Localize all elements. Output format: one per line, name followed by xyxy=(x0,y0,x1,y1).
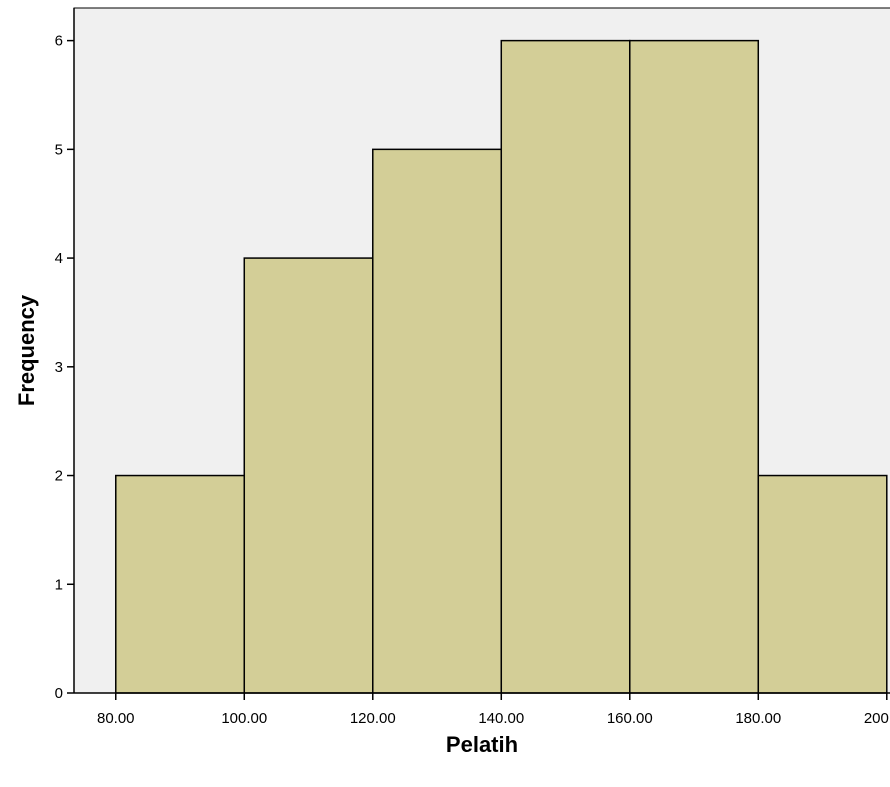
histogram-bar-1 xyxy=(115,474,246,694)
x-tick-label: 200.00 xyxy=(864,710,890,727)
y-tick-label: 4 xyxy=(55,250,63,267)
histogram-bar-3 xyxy=(372,148,503,694)
y-tick-label: 5 xyxy=(55,141,63,158)
y-tick-label: 0 xyxy=(55,685,63,702)
x-tick-label: 120.00 xyxy=(350,710,396,727)
x-tick-label: 140.00 xyxy=(478,710,524,727)
x-tick-label: 80.00 xyxy=(97,710,135,727)
x-tick-label: 180.00 xyxy=(735,710,781,727)
y-tick-label: 2 xyxy=(55,468,63,485)
y-tick-label: 3 xyxy=(55,359,63,376)
histogram-bar-4 xyxy=(500,39,631,694)
histogram-bar-5 xyxy=(629,39,760,694)
x-axis-title: Pelatih xyxy=(446,732,518,757)
y-axis-title: Frequency xyxy=(14,294,39,406)
x-ticks-group: 80.00 100.00 120.00 140.00 160.00 180.00 200.0… xyxy=(97,693,890,727)
histogram-bar-6 xyxy=(757,474,888,694)
histogram-bar-2 xyxy=(243,257,374,694)
bars-group xyxy=(115,39,888,694)
x-tick-label: 100.00 xyxy=(221,710,267,727)
y-tick-label: 6 xyxy=(55,33,63,50)
x-tick-label: 160.00 xyxy=(607,710,653,727)
y-tick-label: 1 xyxy=(55,576,63,593)
y-ticks-group: 0 1 2 3 4 5 6 xyxy=(55,33,74,702)
